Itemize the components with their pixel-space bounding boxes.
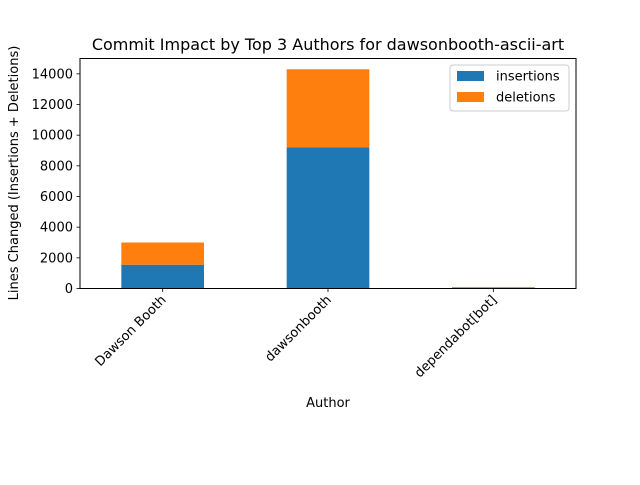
y-tick-label: 8000 [40, 159, 73, 174]
y-tick-label: 14000 [32, 67, 73, 82]
y-axis-label: Lines Changed (Insertions + Deletions) [7, 46, 22, 301]
bar-insertions [121, 264, 204, 289]
y-tick-label: 2000 [40, 251, 73, 266]
chart-title: Commit Impact by Top 3 Authors for dawso… [92, 35, 564, 54]
x-axis-label: Author [306, 396, 350, 411]
y-axis-ticks: 0 2000 4000 6000 8000 10000 12000 14000 [32, 67, 80, 297]
bar-deletions [286, 69, 370, 148]
plot-frame [79, 58, 577, 289]
bar-deletions [121, 242, 204, 265]
legend-swatch-deletions [457, 92, 484, 102]
legend-label-insertions: insertions [496, 70, 560, 85]
bar-insertions [286, 147, 370, 289]
y-tick-label: 6000 [40, 190, 73, 205]
y-tick-label: 12000 [32, 98, 73, 113]
y-tick-label: 10000 [32, 129, 73, 144]
y-tick-label: 4000 [40, 221, 73, 236]
y-tick-label: 0 [65, 282, 73, 297]
legend: insertions deletions [449, 64, 570, 112]
legend-label-deletions: deletions [496, 91, 556, 106]
bar-deletions [452, 286, 535, 288]
legend-swatch-insertions [457, 71, 484, 81]
